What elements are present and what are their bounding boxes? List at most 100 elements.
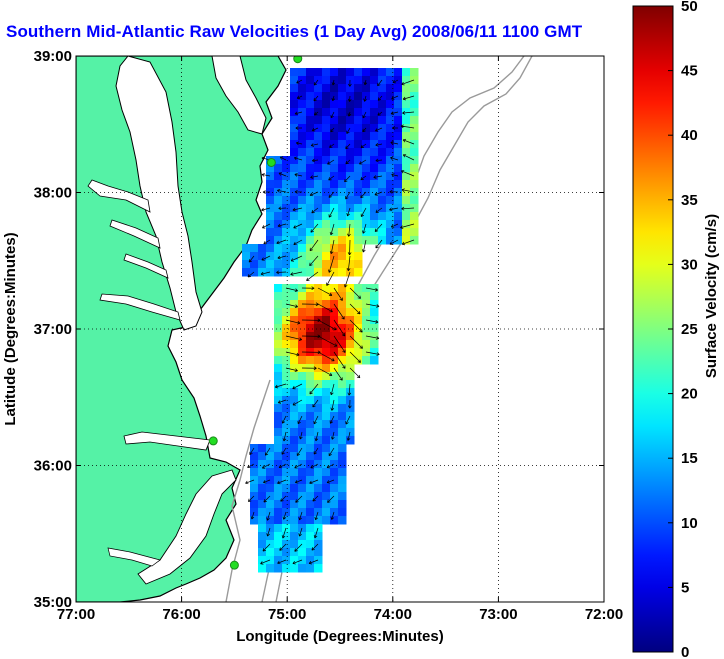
velocity-cell [370, 188, 379, 197]
velocity-arrow [311, 543, 319, 551]
velocity-cell [306, 268, 315, 277]
york-river [123, 253, 169, 279]
velocity-cell [410, 220, 419, 229]
velocity-cell [306, 108, 315, 117]
velocity-arrow [310, 175, 319, 179]
velocity-cell [306, 92, 315, 101]
velocity-arrow [349, 367, 361, 379]
velocity-arrow [249, 447, 255, 456]
velocity-arrow [362, 239, 367, 253]
velocity-cell [346, 164, 355, 173]
velocity-cell [322, 372, 331, 381]
colorbar-tick-label: 20 [681, 386, 698, 403]
y-axis-label: Latitude (Degrees:Minutes) [2, 232, 19, 425]
velocity-cell [306, 100, 315, 109]
velocity-cell [370, 212, 379, 221]
velocity-cell [394, 236, 403, 245]
velocity-cell [298, 268, 307, 277]
velocity-cell [402, 196, 411, 205]
velocity-cell [378, 196, 387, 205]
velocity-cell [266, 180, 275, 189]
velocity-cell [306, 516, 315, 525]
velocity-cell [274, 484, 283, 493]
velocity-cell [306, 524, 315, 533]
velocity-arrow [362, 111, 367, 119]
velocity-cell [338, 108, 347, 117]
velocity-cell [266, 196, 275, 205]
velocity-arrow [292, 399, 303, 406]
velocity-cell [314, 156, 323, 165]
velocity-cell [290, 308, 299, 317]
velocity-cell [274, 436, 283, 445]
velocity-cell [346, 372, 355, 381]
colorbar-tick-label: 35 [681, 192, 698, 209]
velocity-arrow [260, 559, 271, 565]
x-axis-label: Longitude (Degrees:Minutes) [236, 628, 444, 645]
velocity-cell [314, 196, 323, 205]
velocity-cell [338, 172, 347, 181]
velocity-cell [266, 516, 275, 525]
velocity-cell [314, 340, 323, 349]
velocity-cell [314, 84, 323, 93]
velocity-cell [266, 532, 275, 541]
velocity-cell [386, 116, 395, 125]
velocity-cell [306, 172, 315, 181]
velocity-cell [306, 292, 315, 301]
velocity-cell [386, 196, 395, 205]
velocity-cell [370, 300, 379, 309]
velocity-arrow [310, 463, 319, 469]
velocity-cell [354, 180, 363, 189]
velocity-cell [346, 140, 355, 149]
velocity-cell [338, 148, 347, 157]
velocity-cell [370, 228, 379, 237]
velocity-cell [370, 324, 379, 333]
velocity-cell [386, 236, 395, 245]
velocity-cell [378, 164, 387, 173]
velocity-cell [314, 420, 323, 429]
velocity-cell [362, 340, 371, 349]
velocity-cell [306, 548, 315, 557]
velocity-cell [378, 188, 387, 197]
velocity-arrow [329, 415, 335, 424]
velocity-cell [346, 172, 355, 181]
velocity-cell [378, 108, 387, 117]
velocity-cell [362, 68, 371, 77]
velocity-cell [290, 188, 299, 197]
velocity-arrow [247, 271, 255, 278]
velocity-arrow [360, 207, 367, 218]
velocity-arrow [290, 255, 303, 262]
velocity-cell [410, 196, 419, 205]
velocity-cell [378, 100, 387, 109]
velocity-cell [370, 196, 379, 205]
velocity-cell [274, 332, 283, 341]
velocity-arrow [294, 479, 303, 484]
velocity-cell [354, 268, 363, 277]
velocity-arrow [375, 239, 383, 249]
velocity-cell [314, 540, 323, 549]
velocity-cell [274, 252, 283, 261]
velocity-cell [274, 212, 283, 221]
velocity-cell [322, 500, 331, 509]
velocity-arrow [274, 383, 287, 389]
velocity-cell [346, 404, 355, 413]
velocity-cell [298, 236, 307, 245]
velocity-cell [290, 516, 299, 525]
velocity-arrow [281, 415, 287, 424]
velocity-cell [314, 292, 323, 301]
velocity-cell [298, 84, 307, 93]
velocity-cell [290, 220, 299, 229]
velocity-cell [410, 116, 419, 125]
velocity-arrow [402, 95, 415, 101]
velocity-cell [290, 372, 299, 381]
velocity-cell [322, 348, 331, 357]
velocity-cell [266, 548, 275, 557]
velocity-cell [282, 380, 291, 389]
velocity-cell [346, 308, 355, 317]
velocity-cell [338, 260, 347, 269]
velocity-cell [322, 148, 331, 157]
velocity-arrow [359, 159, 367, 165]
velocity-cell [394, 140, 403, 149]
velocity-arrow [309, 383, 319, 395]
velocity-cell [386, 132, 395, 141]
velocity-arrow [389, 189, 399, 194]
